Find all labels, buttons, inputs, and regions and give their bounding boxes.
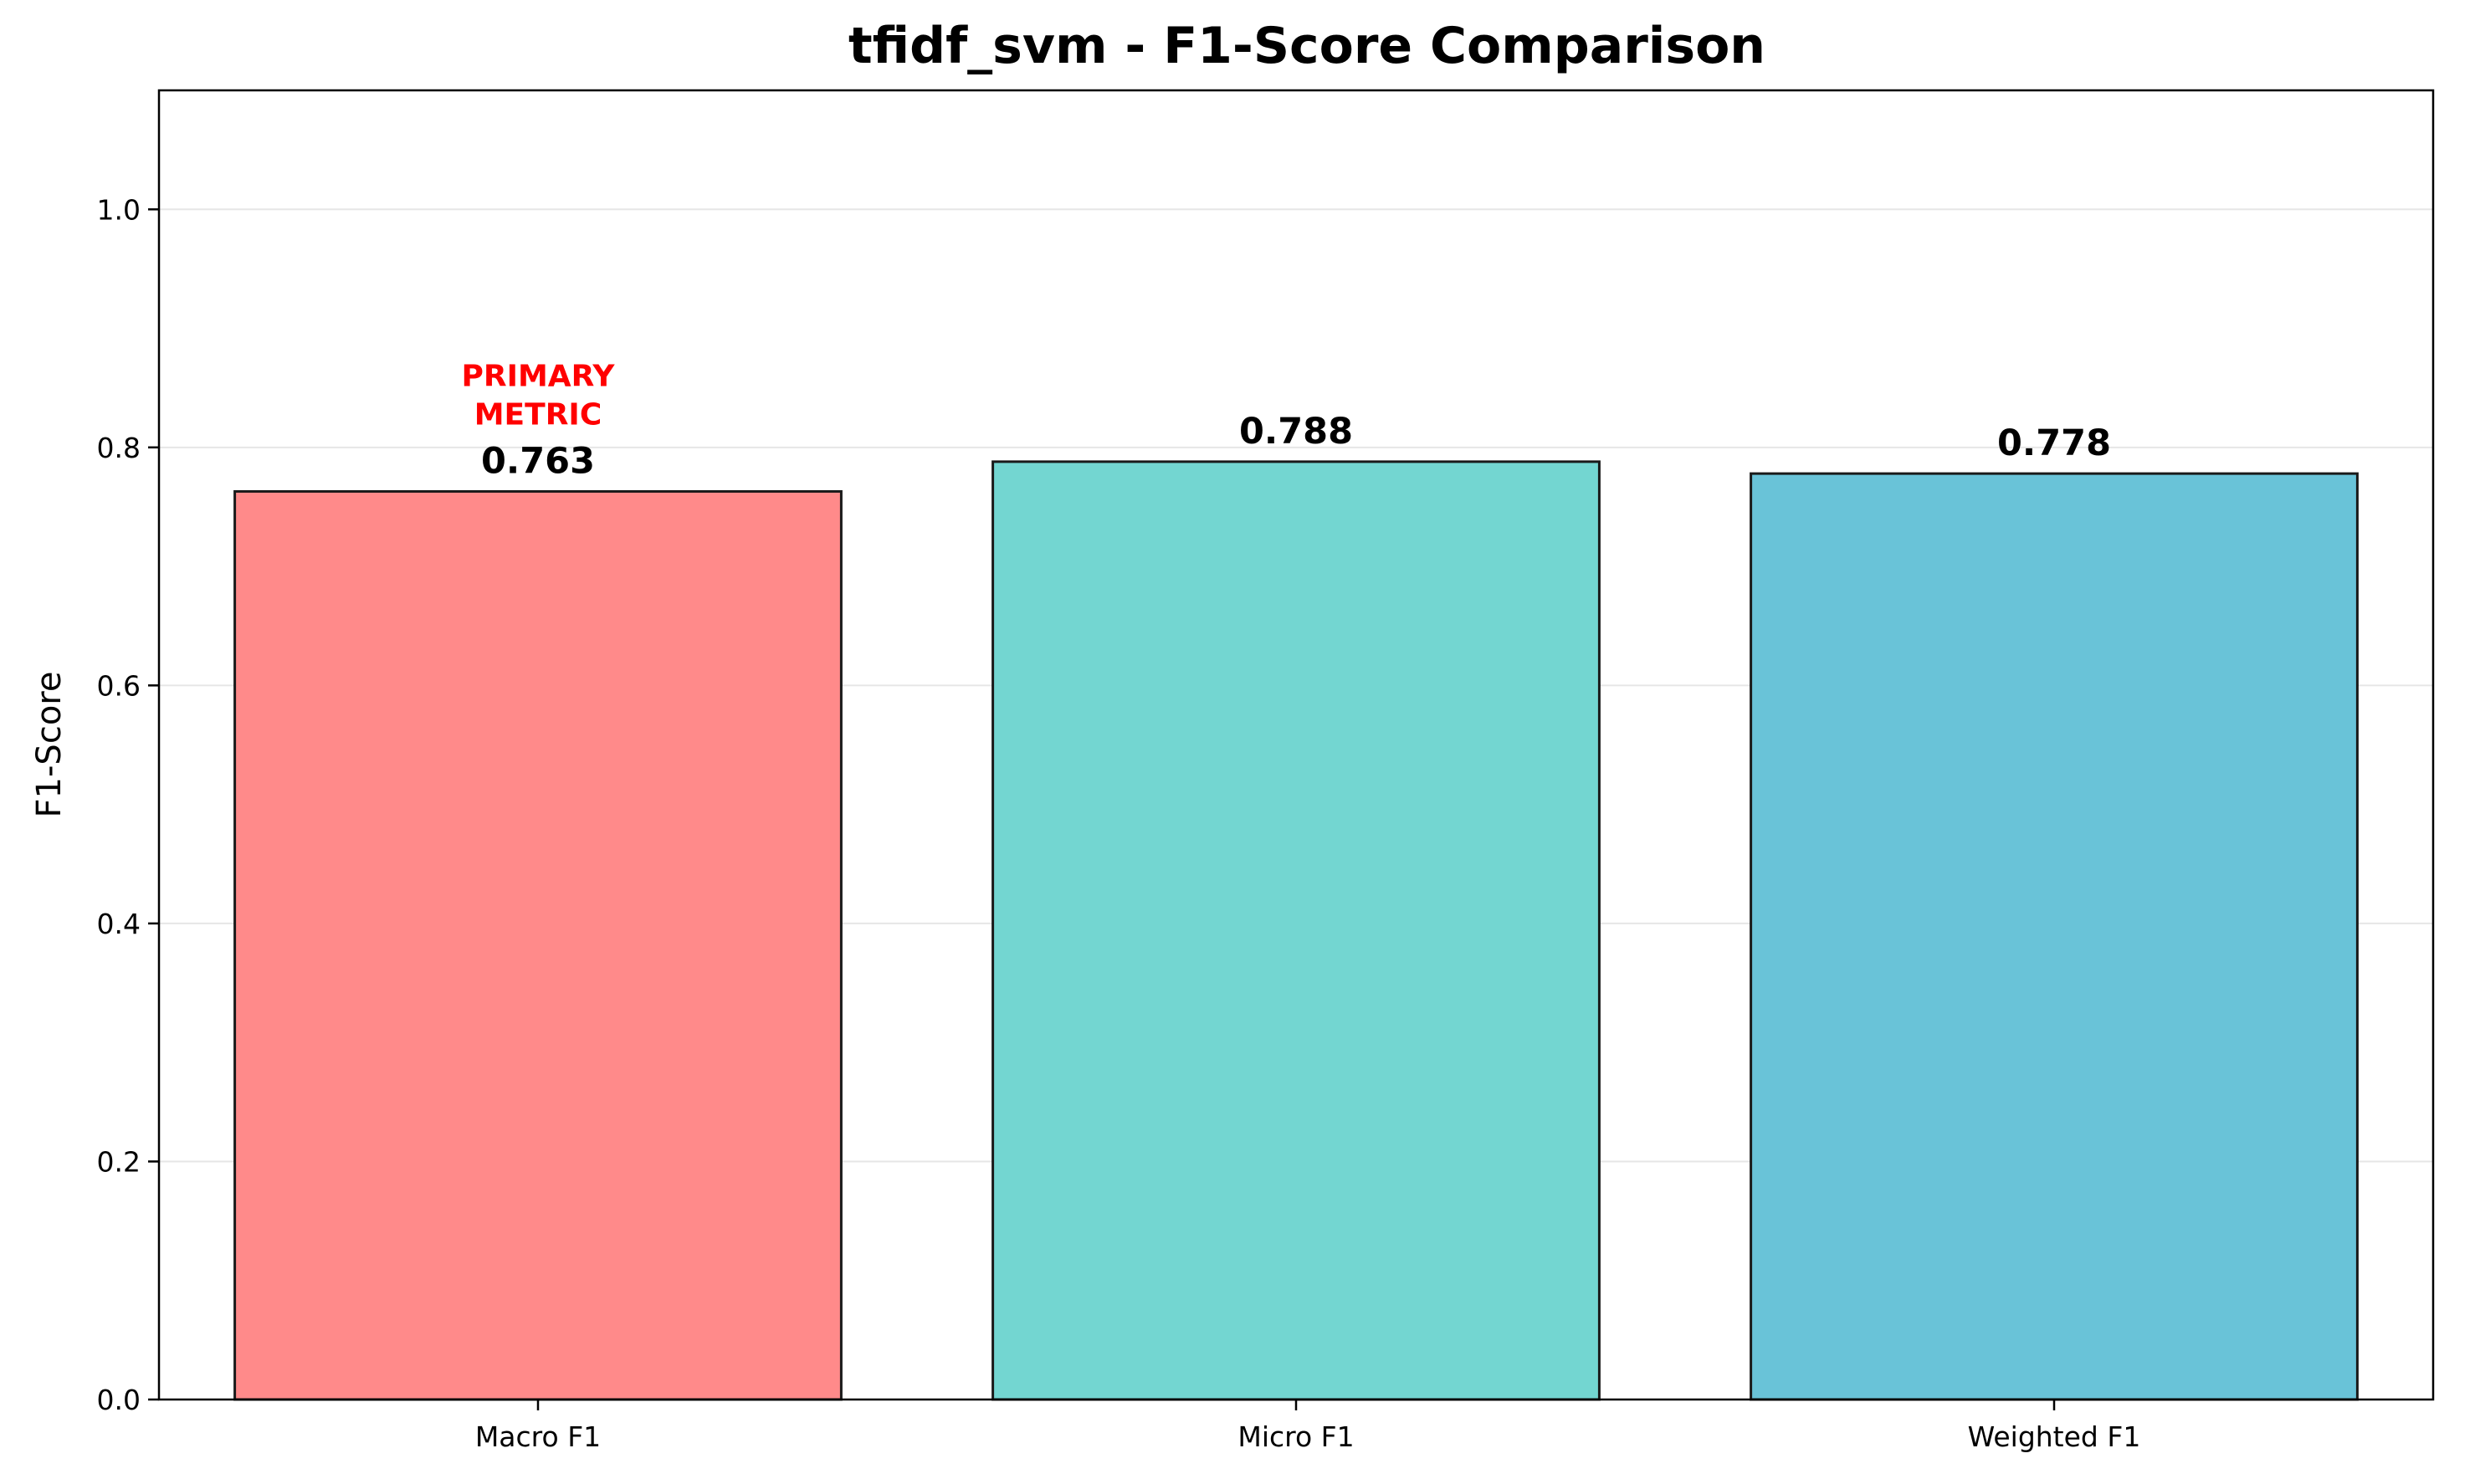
y-tick-label: 0.6: [97, 669, 141, 702]
value-label: 0.778: [1997, 422, 2111, 464]
bars: [233, 460, 2359, 1401]
y-tick-label: 0.2: [97, 1145, 141, 1178]
y-tick-label: 0.4: [97, 908, 141, 940]
y-tick-label: 0.0: [97, 1384, 141, 1416]
value-label: 0.788: [1239, 411, 1353, 453]
chart-title: tfidf_svm - F1-Score Comparison: [848, 17, 1765, 75]
x-tick-label: Weighted F1: [1968, 1420, 2141, 1453]
value-label: 0.763: [481, 440, 595, 482]
y-axis: 0.0 0.2 0.4 0.6 0.8 1.0: [97, 193, 159, 1416]
x-tick-label: Macro F1: [475, 1420, 601, 1453]
y-axis-label: F1-Score: [30, 672, 69, 818]
x-tick-label: Micro F1: [1237, 1420, 1354, 1453]
bar-weighted-f1: [1750, 472, 2359, 1401]
bar-macro-f1: [233, 489, 843, 1401]
annotations: PRIMARY METRIC: [461, 359, 615, 432]
y-tick-label: 0.8: [97, 432, 141, 464]
value-labels: 0.763 0.788 0.778: [481, 411, 2111, 483]
x-axis: Macro F1 Micro F1 Weighted F1: [475, 1400, 2141, 1453]
bar-micro-f1: [991, 460, 1601, 1401]
y-tick-label: 1.0: [97, 193, 141, 226]
primary-metric-annotation: PRIMARY: [461, 359, 615, 393]
primary-metric-annotation: METRIC: [474, 397, 602, 432]
